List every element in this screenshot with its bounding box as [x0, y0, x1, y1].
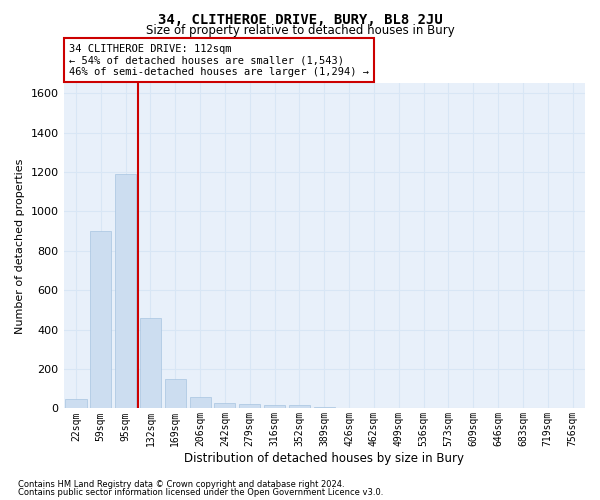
Bar — [65, 398, 86, 408]
Text: 34, CLITHEROE DRIVE, BURY, BL8 2JU: 34, CLITHEROE DRIVE, BURY, BL8 2JU — [158, 12, 442, 26]
Bar — [214, 402, 235, 408]
Bar — [190, 396, 211, 408]
Bar — [289, 406, 310, 408]
Text: Size of property relative to detached houses in Bury: Size of property relative to detached ho… — [146, 24, 454, 37]
Text: Contains public sector information licensed under the Open Government Licence v3: Contains public sector information licen… — [18, 488, 383, 497]
Bar — [140, 318, 161, 408]
X-axis label: Distribution of detached houses by size in Bury: Distribution of detached houses by size … — [184, 452, 464, 465]
Y-axis label: Number of detached properties: Number of detached properties — [15, 158, 25, 334]
Text: Contains HM Land Registry data © Crown copyright and database right 2024.: Contains HM Land Registry data © Crown c… — [18, 480, 344, 489]
Bar — [90, 231, 112, 408]
Text: 34 CLITHEROE DRIVE: 112sqm
← 54% of detached houses are smaller (1,543)
46% of s: 34 CLITHEROE DRIVE: 112sqm ← 54% of deta… — [69, 44, 369, 77]
Bar — [165, 379, 186, 408]
Bar — [239, 404, 260, 408]
Bar — [115, 174, 136, 408]
Bar — [264, 406, 285, 408]
